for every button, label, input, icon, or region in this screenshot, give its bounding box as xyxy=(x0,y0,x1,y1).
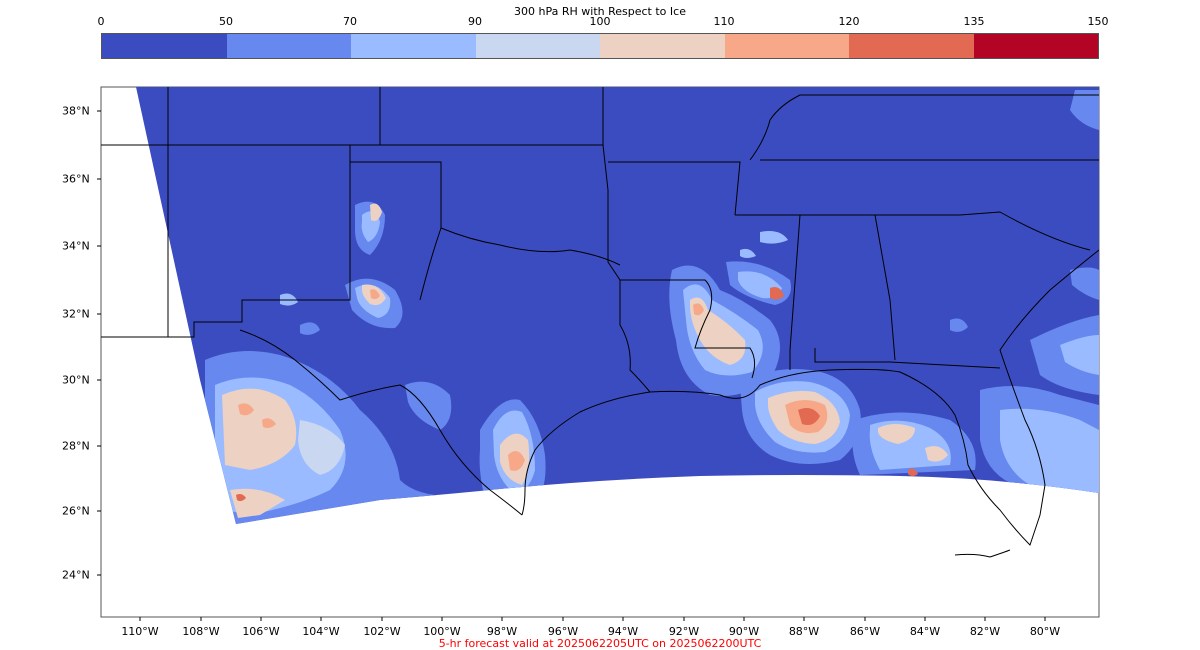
lat-label: 34°N xyxy=(62,239,90,253)
tn-ky-border xyxy=(749,94,1099,161)
lat-label: 38°N xyxy=(62,104,90,118)
fl-ga-border xyxy=(814,348,1001,369)
axis-ticks xyxy=(97,110,1046,621)
lon-label: 94°W xyxy=(607,625,639,638)
rh-region-gulf-central xyxy=(740,369,861,464)
lon-label: 84°W xyxy=(909,625,941,638)
lon-label: 82°W xyxy=(969,625,1001,638)
rh-region-west-texas xyxy=(280,201,403,335)
colorbar-tick-label: 150 xyxy=(1087,15,1109,28)
lat-label: 28°N xyxy=(62,439,90,453)
colorbar-segment-50-70 xyxy=(226,34,351,58)
gulf-atlantic-coastline xyxy=(649,249,1099,546)
lon-label: 100°W xyxy=(423,625,461,638)
colorbar xyxy=(101,33,1099,59)
rh-region-south-texas xyxy=(405,381,546,500)
rh-field xyxy=(136,87,1099,524)
lon-label: 96°W xyxy=(547,625,579,638)
colorbar-title: 300 hPa RH with Respect to Ice xyxy=(514,5,686,18)
lat-label: 26°N xyxy=(62,504,90,518)
ok-ar-border xyxy=(608,161,741,216)
lat-label: 24°N xyxy=(62,568,90,582)
florida-keys xyxy=(954,549,1011,558)
lon-label: 110°W xyxy=(121,625,159,638)
lat-label: 32°N xyxy=(62,307,90,321)
lon-label: 80°W xyxy=(1029,625,1061,638)
colorbar-segment-135-150 xyxy=(973,34,1098,58)
colorbar-tick-label: 90 xyxy=(468,15,482,28)
lon-label: 106°W xyxy=(242,625,280,638)
map-borders xyxy=(101,87,1099,558)
rh-region-sw-mexico xyxy=(205,351,480,524)
tx-ok-border xyxy=(350,161,621,266)
lon-label: 92°W xyxy=(668,625,700,638)
lat-label: 30°N xyxy=(62,373,90,387)
colorbar-tick-label: 110 xyxy=(713,15,735,28)
nm-tx-border xyxy=(101,145,351,338)
colorbar-tick-label: 100 xyxy=(589,15,611,28)
tx-la-border xyxy=(602,144,651,393)
colorbar-tick-label: 120 xyxy=(838,15,860,28)
texas-coastline xyxy=(521,391,651,516)
forecast-valid-caption: 5-hr forecast valid at 2025062205UTC on … xyxy=(438,637,762,650)
ar-la-ms-border xyxy=(620,279,756,379)
colorbar-segment-90-100 xyxy=(475,34,600,58)
colorbar-segment-70-90 xyxy=(351,34,476,58)
lon-label: 86°W xyxy=(849,625,881,638)
colorbar-segment-100-110 xyxy=(600,34,725,58)
lon-label: 90°W xyxy=(728,625,760,638)
tx-interior-line xyxy=(419,227,442,301)
lat-label: 36°N xyxy=(62,172,90,186)
rh-region-lower-mississippi xyxy=(669,231,791,396)
colorbar-segment-0-50 xyxy=(102,34,227,58)
colorbar-segment-120-135 xyxy=(849,34,974,58)
rio-grande-border xyxy=(239,329,523,516)
lon-label: 102°W xyxy=(363,625,401,638)
rh-region-eastern-gulf xyxy=(852,90,1099,493)
colorbar-tick-label: 70 xyxy=(343,15,357,28)
tn-south-border xyxy=(735,211,1091,251)
colorbar-tick-label: 50 xyxy=(219,15,233,28)
lon-label: 108°W xyxy=(182,625,220,638)
lon-label: 88°W xyxy=(788,625,820,638)
colorbar-tick-label: 135 xyxy=(963,15,985,28)
lon-label: 104°W xyxy=(302,625,340,638)
al-ga-border xyxy=(874,214,896,361)
lon-label: 98°W xyxy=(486,625,518,638)
colorbar-tick-label: 0 xyxy=(97,15,105,28)
colorbar-segment-110-120 xyxy=(724,34,849,58)
